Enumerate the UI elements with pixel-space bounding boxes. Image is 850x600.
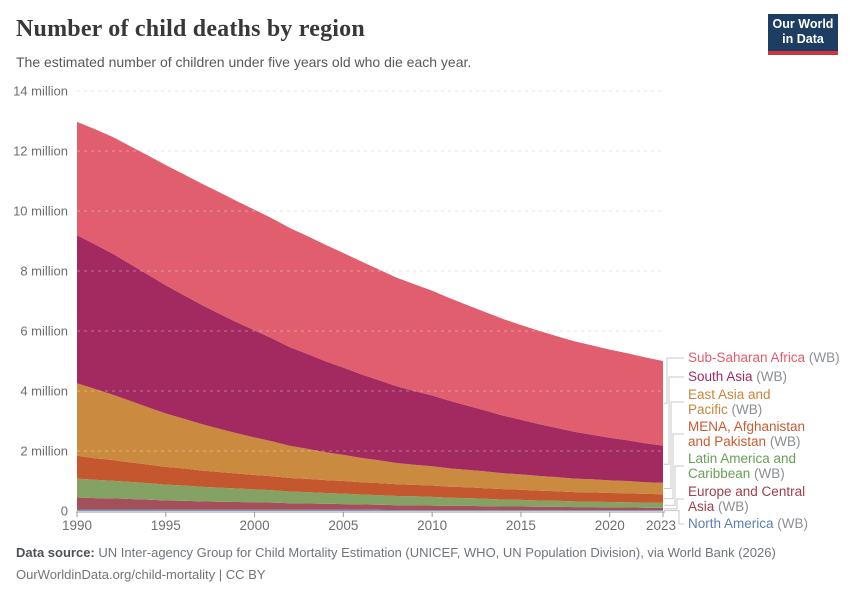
legend-label-text: Latin America and: [688, 451, 797, 466]
data-source-line: Data source: UN Inter-agency Group for C…: [16, 545, 776, 560]
legend-label-text: MENA, Afghanistan: [688, 419, 806, 434]
x-axis-label: 2010: [417, 518, 447, 533]
chart-footer: Data source: UN Inter-agency Group for C…: [16, 545, 836, 582]
legend-label-text: North America: [688, 516, 774, 531]
legend-item-mena-afghanistan-pakistan[interactable]: MENA, Afghanistan and Pakistan (WB): [688, 419, 846, 449]
page-title: Number of child deaths by region: [16, 16, 365, 42]
legend-label-text: Caribbean: [688, 465, 751, 481]
y-axis-label: 6 million: [20, 324, 68, 339]
legend-connector-europe-central-asia: [664, 498, 684, 510]
legend-label-suffix: (WB): [714, 498, 749, 514]
legend-label-text: Sub-Saharan Africa: [688, 350, 806, 365]
legend-label-text: Asia: [688, 498, 715, 514]
legend-label-suffix: (WB): [766, 433, 801, 449]
area-latin-america-caribbean[interactable]: [77, 478, 663, 508]
legend-label-text: East Asia and: [688, 387, 771, 402]
y-axis-label: 12 million: [13, 144, 68, 159]
y-axis-label: 8 million: [20, 264, 68, 279]
x-axis-label: 1995: [151, 518, 181, 533]
area-mena-afghanistan-pakistan[interactable]: [77, 455, 663, 503]
legend-label-text: Pacific: [688, 401, 728, 417]
legend-item-latin-america-caribbean[interactable]: Latin America and Caribbean (WB): [688, 451, 846, 481]
legend-label-text: Europe and Central: [688, 484, 806, 499]
legend-connector-mena-afghanistan-pakistan: [664, 433, 684, 500]
chart-subtitle: The estimated number of children under f…: [16, 54, 472, 70]
legend-label-suffix: (WB): [805, 350, 840, 365]
legend-item-east-asia-pacific[interactable]: East Asia and Pacific (WB): [688, 387, 846, 417]
area-europe-central-asia[interactable]: [77, 497, 663, 511]
legend-label-suffix: (WB): [750, 465, 785, 481]
owid-logo-bar: [768, 51, 838, 55]
legend-item-europe-central-asia[interactable]: Europe and Central Asia (WB): [688, 484, 846, 514]
y-axis-label: 0: [61, 504, 68, 519]
area-sub-saharan-africa[interactable]: [77, 121, 663, 446]
legend-connector-latin-america-caribbean: [664, 465, 684, 506]
x-axis-label: 2023: [646, 518, 676, 533]
y-axis-label: 14 million: [13, 84, 68, 99]
x-axis-label: 2020: [595, 518, 625, 533]
legend-label-suffix: (WB): [752, 369, 788, 384]
legend-connector-south-asia: [664, 376, 684, 465]
legend-connector-east-asia-pacific: [664, 401, 684, 489]
area-east-asia-pacific[interactable]: [77, 383, 663, 495]
license-line[interactable]: OurWorldinData.org/child-mortality | CC …: [16, 567, 266, 582]
legend-item-north-america[interactable]: North America (WB): [688, 516, 846, 532]
legend-connector-sub-saharan-africa: [664, 357, 684, 404]
y-axis-label: 2 million: [20, 444, 68, 459]
y-axis-label: 4 million: [20, 384, 68, 399]
legend-label-text: and Pakistan: [688, 433, 767, 449]
legend-item-sub-saharan-africa[interactable]: Sub-Saharan Africa (WB): [688, 350, 846, 366]
x-axis-label: 2000: [240, 518, 270, 533]
x-axis-label: 1990: [62, 518, 92, 533]
legend-item-south-asia[interactable]: South Asia (WB): [688, 369, 846, 385]
x-axis-label: 2005: [328, 518, 358, 533]
area-south-asia[interactable]: [77, 235, 663, 483]
legend-label-suffix: (WB): [727, 401, 763, 417]
owid-logo-text: Our World in Data: [768, 14, 838, 51]
owid-logo[interactable]: Our World in Data: [768, 14, 838, 55]
legend-label-text: South Asia: [688, 369, 753, 384]
area-north-america[interactable]: [77, 509, 663, 512]
legend-connector-north-america: [664, 510, 684, 525]
x-axis-label: 2015: [506, 518, 536, 533]
legend-label-suffix: (WB): [773, 516, 809, 531]
y-axis-label: 10 million: [13, 204, 68, 219]
